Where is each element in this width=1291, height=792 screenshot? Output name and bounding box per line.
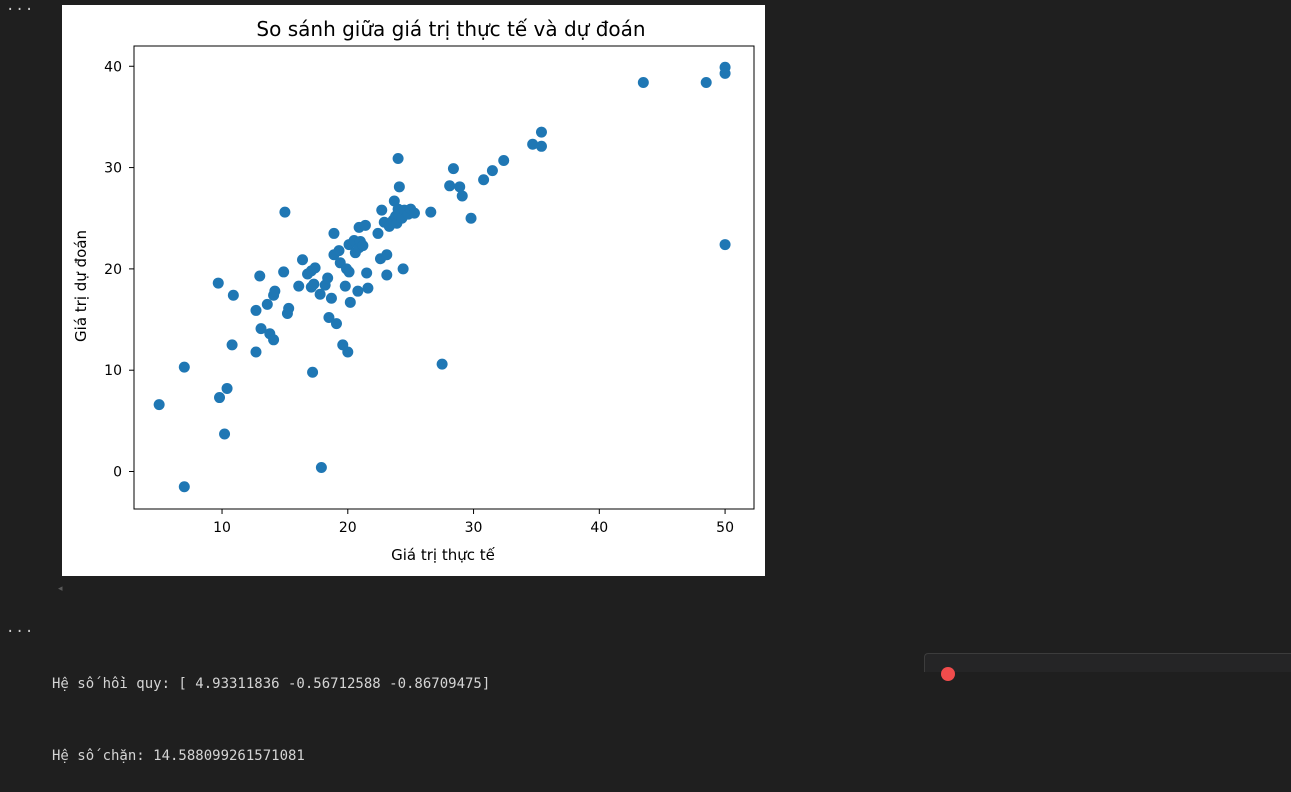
- data-point: [392, 152, 404, 164]
- scroll-left-arrow[interactable]: ◂: [58, 584, 63, 594]
- data-point: [498, 154, 510, 166]
- scatter-plot-output: So sánh giữa giá trị thực tế và dự đoán …: [62, 5, 765, 576]
- data-point: [372, 227, 384, 239]
- data-point: [293, 280, 305, 292]
- y-tick-label: 30: [104, 161, 122, 177]
- chart-title: So sánh giữa giá trị thực tế và dự đoán: [256, 17, 645, 41]
- data-point: [297, 254, 309, 266]
- data-point: [268, 334, 280, 346]
- data-point: [309, 262, 321, 274]
- data-point: [447, 163, 459, 175]
- data-point: [408, 207, 420, 219]
- data-point: [719, 67, 731, 79]
- data-point: [219, 428, 231, 440]
- y-tick-label: 20: [104, 262, 122, 278]
- data-point: [344, 296, 356, 308]
- data-point: [397, 263, 409, 275]
- data-point: [278, 266, 290, 278]
- y-axis-label: Giá trị dự đoán: [72, 230, 90, 342]
- intercept-line: Hệ số chặn: 14.588099261571081: [52, 748, 305, 764]
- data-point: [343, 266, 355, 278]
- data-point: [527, 138, 539, 150]
- data-point: [486, 165, 498, 177]
- data-point: [393, 181, 405, 193]
- data-point: [535, 126, 547, 138]
- data-point: [212, 277, 224, 289]
- data-point: [436, 358, 448, 370]
- x-tick-label: 30: [465, 520, 483, 536]
- cell-menu-icon[interactable]: ···: [6, 2, 35, 18]
- text-output: Hệ số hồi quy: [ 4.93311836 -0.56712588 …: [52, 624, 490, 792]
- data-point: [315, 461, 327, 473]
- data-point: [328, 227, 340, 239]
- data-point: [719, 239, 731, 251]
- y-tick-label: 0: [113, 465, 122, 481]
- data-point: [454, 181, 466, 193]
- data-point: [362, 282, 374, 294]
- data-point: [221, 382, 233, 394]
- error-icon: [941, 667, 955, 681]
- data-point: [178, 481, 190, 493]
- data-point: [323, 312, 335, 324]
- data-point: [322, 272, 334, 284]
- data-point: [381, 249, 393, 261]
- data-point: [307, 366, 319, 378]
- plot-area: 10 20 30 40 50 0 10 20 30 40: [104, 45, 755, 536]
- x-tick-label: 40: [590, 520, 608, 536]
- y-tick-label: 40: [104, 59, 122, 75]
- data-point: [214, 392, 226, 404]
- output-menu-icon[interactable]: ···: [6, 624, 35, 640]
- data-point: [254, 270, 266, 282]
- scatter-chart: So sánh giữa giá trị thực tế và dự đoán …: [72, 17, 755, 564]
- data-point: [250, 346, 262, 358]
- x-axis-label: Giá trị thực tế: [391, 546, 496, 564]
- data-point: [381, 269, 393, 281]
- data-point: [352, 285, 364, 297]
- data-point: [283, 302, 295, 314]
- data-point: [314, 288, 326, 300]
- data-point: [227, 289, 239, 301]
- data-point: [250, 304, 262, 316]
- data-point: [325, 292, 337, 304]
- data-point: [425, 206, 437, 218]
- x-tick-label: 20: [339, 520, 357, 536]
- axes-frame: [133, 45, 755, 510]
- regression-coefficients-line: Hệ số hồi quy: [ 4.93311836 -0.56712588 …: [52, 676, 491, 692]
- data-point: [465, 212, 477, 224]
- data-point: [339, 280, 351, 292]
- data-point: [376, 204, 388, 216]
- data-point: [153, 399, 165, 411]
- data-point: [333, 245, 345, 257]
- data-point: [444, 180, 456, 192]
- data-point: [478, 174, 490, 186]
- data-point: [178, 361, 190, 373]
- data-point: [342, 346, 354, 358]
- data-point: [255, 323, 267, 335]
- data-point: [269, 285, 281, 297]
- data-point: [226, 339, 238, 351]
- notification-toast[interactable]: [924, 653, 1291, 681]
- x-tick-label: 10: [213, 520, 231, 536]
- data-point: [279, 206, 291, 218]
- data-point: [637, 76, 649, 88]
- y-tick-label: 10: [104, 363, 122, 379]
- x-tick-label: 50: [716, 520, 734, 536]
- data-point: [361, 267, 373, 279]
- data-point: [330, 318, 342, 330]
- data-point: [700, 76, 712, 88]
- data-point: [357, 240, 369, 252]
- data-point: [456, 190, 468, 202]
- data-point: [261, 298, 273, 310]
- data-point: [308, 278, 320, 290]
- data-point: [359, 219, 371, 231]
- data-point: [535, 140, 547, 152]
